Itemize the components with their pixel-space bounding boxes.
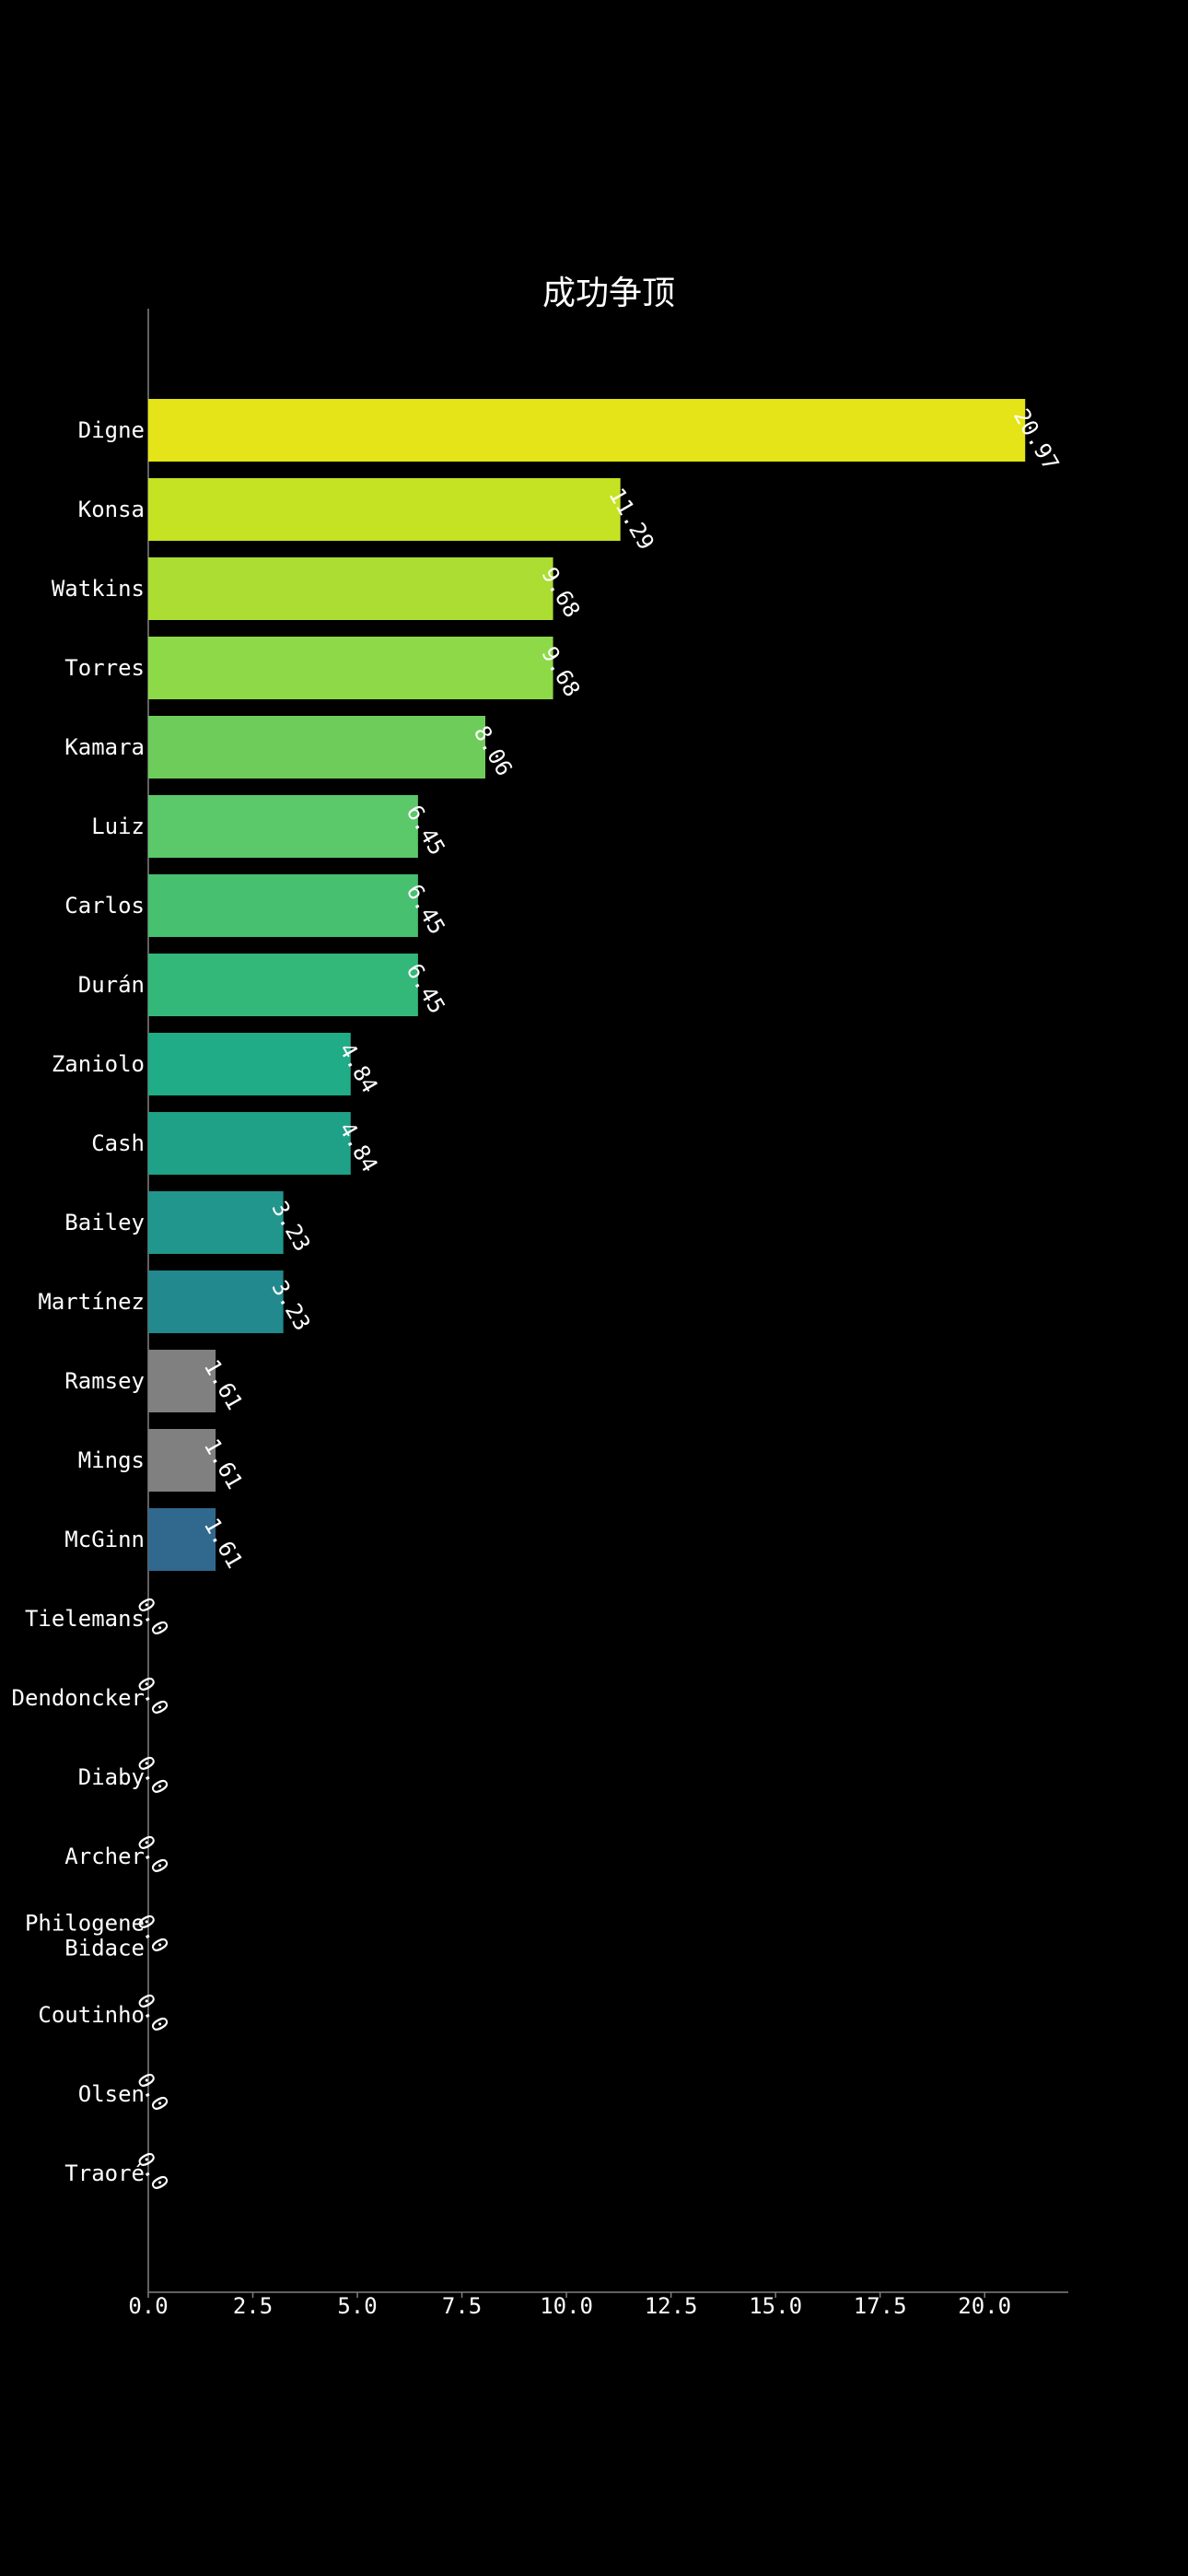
category-label-line: Bailey [64,1210,145,1235]
bar [148,1350,216,1412]
x-tick-label: 0.0 [128,2293,168,2319]
chart-title: 成功争顶 [542,275,675,312]
x-tick-label: 20.0 [958,2293,1011,2319]
category-label-line: Cash [91,1130,145,1156]
category-labels-group: Digne Konsa Watkins Torres Kamara Luiz Carlos D… [12,417,146,2186]
category-label-line: Luiz [91,814,145,839]
x-tick-label: 2.5 [233,2293,273,2319]
bar [148,795,418,858]
category-label-line: Zaniolo [52,1051,145,1077]
category-label: McGinn [64,1527,145,1552]
category-label-line: Mings [78,1447,145,1473]
category-label: Kamara [64,734,145,760]
bar [148,716,485,779]
value-label: 0.0 [132,2068,174,2116]
x-tick-label: 7.5 [442,2293,482,2319]
category-label: Philogene Bidace [25,1911,145,1961]
category-label: Tielemans [25,1606,145,1632]
category-label: Zaniolo [52,1051,145,1077]
value-label: 0.0 [132,1672,174,1720]
category-label: Cash [91,1130,145,1156]
bar [148,1508,216,1571]
category-label-line: Bidace [64,1936,145,1961]
category-label-line: Diaby [78,1764,145,1790]
bar [148,1112,351,1175]
category-label-line: Ramsey [64,1368,145,1394]
category-label: Watkins [52,576,145,602]
category-label-line: Watkins [52,576,145,602]
bar [148,399,1026,462]
value-label: 0.0 [132,1593,174,1641]
category-label-line: Carlos [64,893,145,919]
category-label: Coutinho [38,2002,145,2028]
category-label-line: Durán [78,972,145,998]
category-label: Olsen [78,2081,145,2107]
category-label: Digne [78,417,145,443]
bar [148,874,418,937]
bar [148,1191,284,1254]
bar [148,954,418,1016]
bar [148,557,553,620]
category-label: Konsa [78,497,145,522]
category-label: Martínez [38,1289,145,1315]
category-label-line: McGinn [64,1527,145,1552]
x-tick-label: 5.0 [337,2293,377,2319]
category-label: Bailey [64,1210,145,1235]
x-tick-label: 10.0 [540,2293,593,2319]
category-label: Ramsey [64,1368,145,1394]
category-label-line: Coutinho [38,2002,145,2028]
bar [148,637,553,699]
bar [148,1033,351,1095]
bars-group [148,399,1026,1571]
category-label: Traoré [64,2160,145,2186]
value-label: 0.0 [132,1831,174,1879]
value-label: 0.0 [132,2148,174,2195]
category-label-line: Martínez [38,1289,145,1315]
x-tick-label: 17.5 [854,2293,907,2319]
bar [148,1270,284,1333]
category-label: Durán [78,972,145,998]
bar [148,1429,216,1492]
category-label-line: Kamara [64,734,145,760]
category-label-line: Konsa [78,497,145,522]
category-label-line: Torres [64,655,145,681]
category-label: Carlos [64,893,145,919]
category-label: Luiz [91,814,145,839]
x-tick-label: 12.5 [645,2293,698,2319]
x-tick-label: 15.0 [749,2293,802,2319]
category-label: Archer [64,1844,145,1869]
category-label-line: Digne [78,417,145,443]
value-label: 0.0 [132,1989,174,2037]
category-label: Mings [78,1447,145,1473]
category-label: Diaby [78,1764,145,1790]
category-label-line: Tielemans [25,1606,145,1632]
value-label: 0.0 [132,1751,174,1799]
category-label-line: Olsen [78,2081,145,2107]
category-label-line: Philogene [25,1911,145,1937]
x-ticks-group: 0.0 2.5 5.0 7.5 10.0 12.5 15.0 17.5 20.0 [128,2292,1011,2319]
category-label-line: Archer [64,1844,145,1869]
category-label: Dendoncker [12,1685,146,1711]
category-label-line: Dendoncker [12,1685,146,1711]
bar [148,478,621,541]
category-label: Torres [64,655,145,681]
category-label-line: Traoré [64,2160,145,2186]
